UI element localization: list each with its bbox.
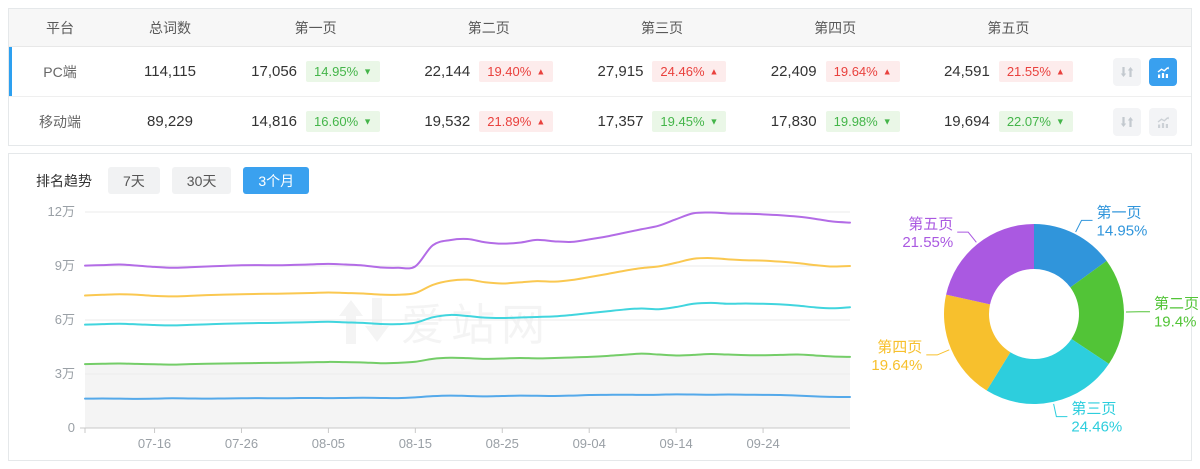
svg-text:09-24: 09-24 xyxy=(746,436,779,451)
change-badge: 16.60% ▼ xyxy=(306,111,381,132)
page1-cell: 14,816 16.60% ▼ xyxy=(229,111,402,132)
svg-text:08-05: 08-05 xyxy=(312,436,345,451)
col-header-page5: 第五页 xyxy=(987,19,1030,36)
svg-text:第五页: 第五页 xyxy=(908,215,953,233)
change-badge: 24.46% ▲ xyxy=(652,61,727,82)
page2-cell: 19,532 21.89% ▲ xyxy=(402,111,575,132)
svg-text:3万: 3万 xyxy=(55,366,75,381)
row-actions xyxy=(1095,107,1191,136)
sort-arrows-icon xyxy=(1120,116,1134,127)
trend-arrow-icon: ▼ xyxy=(363,66,373,77)
change-badge: 14.95% ▼ xyxy=(306,61,381,82)
tab-30-days[interactable]: 30天 xyxy=(171,167,232,194)
rank-trend-panel: 排名趋势 7天 30天 3个月 爱站网 0 3万 6万 9万 12万 07-16 07-26 0… xyxy=(8,153,1199,461)
trend-arrow-icon: ▼ xyxy=(709,116,719,127)
platform-label: PC端 xyxy=(43,63,77,80)
svg-text:19.64%: 19.64% xyxy=(871,357,922,374)
rank-summary-table: 平台 总词数 第一页 第二页 第三页 第四页 第五页 PC端 114,115 1… xyxy=(8,8,1192,146)
table-row-pc[interactable]: PC端 114,115 17,056 14.95% ▼ 22,144 19.40%… xyxy=(9,47,1191,97)
total-words-value: 114,115 xyxy=(144,63,196,80)
trend-header: 排名趋势 7天 30天 3个月 xyxy=(9,154,1191,194)
svg-text:08-15: 08-15 xyxy=(399,436,432,451)
page-count: 27,915 xyxy=(597,63,644,80)
page-count: 17,357 xyxy=(597,113,644,130)
trend-arrow-icon: ▲ xyxy=(709,66,719,77)
page4-cell: 17,830 19.98% ▼ xyxy=(749,111,922,132)
trend-chart-button[interactable] xyxy=(1148,107,1177,136)
page-count: 22,144 xyxy=(424,63,471,80)
svg-text:07-26: 07-26 xyxy=(225,436,258,451)
trend-arrow-icon: ▲ xyxy=(1055,66,1065,77)
trend-chart-button[interactable] xyxy=(1148,57,1177,86)
change-badge: 19.64% ▲ xyxy=(825,61,900,82)
compare-sort-button[interactable] xyxy=(1112,57,1141,86)
page2-cell: 22,144 19.40% ▲ xyxy=(402,61,575,82)
compare-sort-button[interactable] xyxy=(1112,107,1141,136)
col-header-total: 总词数 xyxy=(149,19,191,36)
trend-arrow-icon: ▲ xyxy=(536,116,546,127)
svg-text:07-16: 07-16 xyxy=(138,436,171,451)
change-badge: 19.45% ▼ xyxy=(652,111,727,132)
page-count: 17,830 xyxy=(770,113,817,130)
svg-text:第二页: 第二页 xyxy=(1154,295,1199,313)
change-badge: 21.89% ▲ xyxy=(479,111,554,132)
page1-cell: 17,056 14.95% ▼ xyxy=(229,61,402,82)
trend-arrow-icon: ▼ xyxy=(882,116,892,127)
col-header-page1: 第一页 xyxy=(294,19,337,36)
svg-text:19.4%: 19.4% xyxy=(1154,314,1197,331)
sort-arrows-icon xyxy=(1120,66,1134,77)
svg-text:12万: 12万 xyxy=(48,204,75,219)
svg-text:08-25: 08-25 xyxy=(486,436,519,451)
change-badge: 21.55% ▲ xyxy=(998,61,1073,82)
tab-3-months[interactable]: 3个月 xyxy=(243,167,310,194)
trend-title: 排名趋势 xyxy=(36,172,92,189)
svg-text:第三页: 第三页 xyxy=(1071,400,1116,418)
svg-text:09-04: 09-04 xyxy=(573,436,606,451)
tab-7-days[interactable]: 7天 xyxy=(108,167,160,194)
line-chart-icon xyxy=(1157,116,1169,128)
trend-arrow-icon: ▲ xyxy=(882,66,892,77)
change-badge: 19.98% ▼ xyxy=(825,111,900,132)
page4-cell: 22,409 19.64% ▲ xyxy=(749,61,922,82)
line-chart-icon xyxy=(1157,66,1169,78)
table-row-mobile[interactable]: 移动端 89,229 14,816 16.60% ▼ 19,532 21.89% ▲… xyxy=(9,97,1191,146)
page-count: 19,532 xyxy=(424,113,471,130)
page5-cell: 24,591 21.55% ▲ xyxy=(922,61,1095,82)
page5-cell: 19,694 22.07% ▼ xyxy=(922,111,1095,132)
platform-label: 移动端 xyxy=(39,113,81,130)
trend-arrow-icon: ▼ xyxy=(1055,116,1065,127)
page-count: 17,056 xyxy=(251,63,298,80)
svg-text:第一页: 第一页 xyxy=(1097,203,1142,221)
svg-text:14.95%: 14.95% xyxy=(1097,222,1148,239)
svg-text:21.55%: 21.55% xyxy=(902,234,953,251)
svg-text:爱站网: 爱站网 xyxy=(401,301,551,350)
col-header-platform: 平台 xyxy=(46,19,74,36)
page3-cell: 17,357 19.45% ▼ xyxy=(575,111,748,132)
col-header-page2: 第二页 xyxy=(467,19,510,36)
trend-arrow-icon: ▲ xyxy=(536,66,546,77)
svg-text:24.46%: 24.46% xyxy=(1071,419,1122,436)
page-count: 24,591 xyxy=(943,63,990,80)
svg-text:6万: 6万 xyxy=(55,312,75,327)
trend-arrow-icon: ▼ xyxy=(363,116,373,127)
change-badge: 19.40% ▲ xyxy=(479,61,554,82)
total-words-value: 89,229 xyxy=(147,113,193,130)
svg-text:09-14: 09-14 xyxy=(660,436,693,451)
page-count: 22,409 xyxy=(770,63,817,80)
trend-line-chart: 爱站网 0 3万 6万 9万 12万 07-16 07-26 08-05 08-15 08-25 09… xyxy=(48,204,851,451)
col-header-page3: 第三页 xyxy=(640,19,683,36)
svg-text:第四页: 第四页 xyxy=(877,338,922,356)
svg-text:0: 0 xyxy=(68,420,75,435)
col-header-page4: 第四页 xyxy=(814,19,857,36)
change-badge: 22.07% ▼ xyxy=(998,111,1073,132)
page-count: 19,694 xyxy=(943,113,990,130)
svg-text:9万: 9万 xyxy=(55,258,75,273)
page3-cell: 27,915 24.46% ▲ xyxy=(575,61,748,82)
page-count: 14,816 xyxy=(251,113,298,130)
table-header-row: 平台 总词数 第一页 第二页 第三页 第四页 第五页 xyxy=(9,9,1191,47)
row-actions xyxy=(1095,57,1191,86)
